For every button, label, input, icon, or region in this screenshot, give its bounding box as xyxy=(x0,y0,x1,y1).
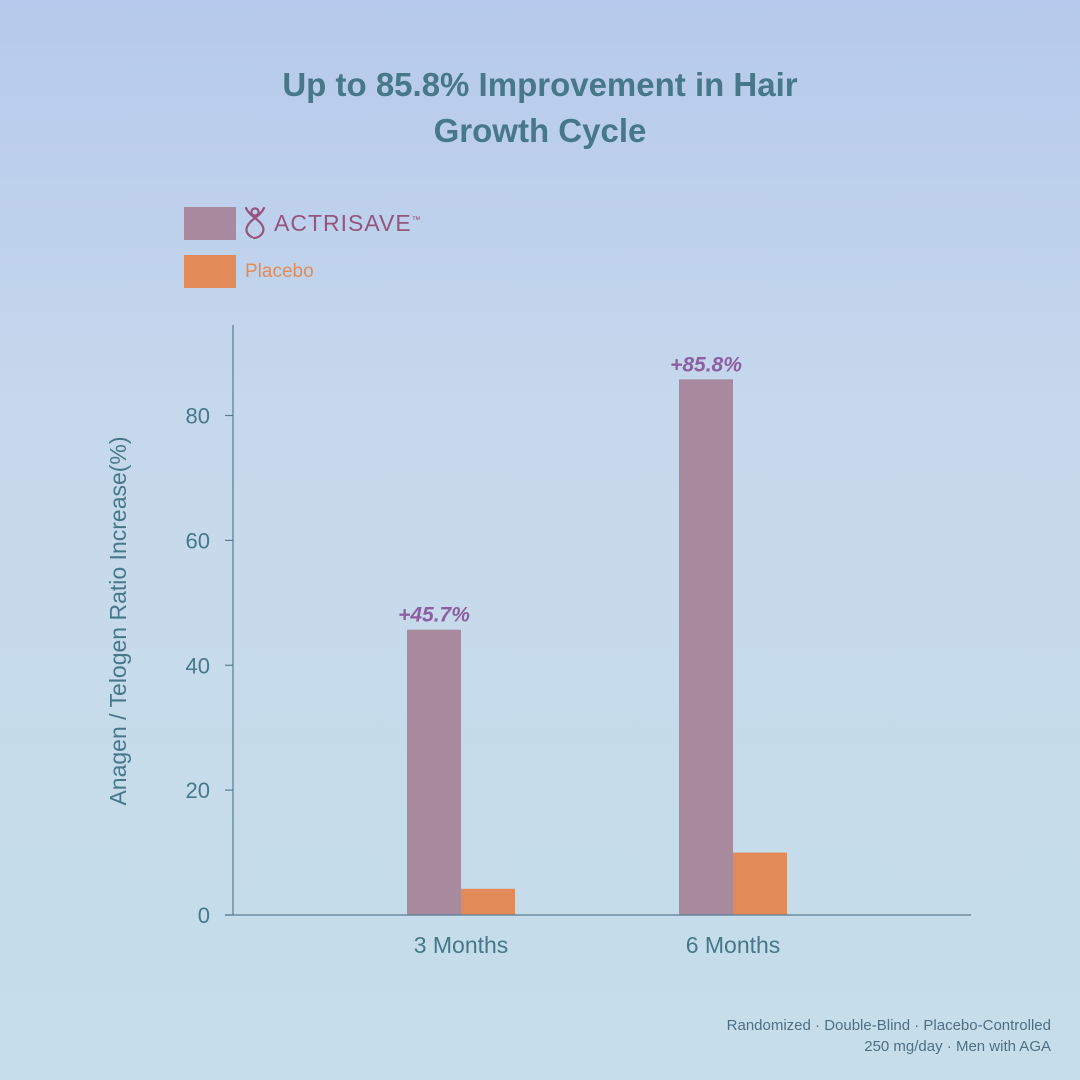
legend-item-actrisave: ACTRISAVE™ xyxy=(184,205,422,241)
legend-swatch-placebo xyxy=(184,255,236,288)
study-design-text: Randomized · Double-Blind · Placebo-Cont… xyxy=(726,1017,1051,1034)
y-tick-label: 80 xyxy=(186,404,210,429)
x-tick-label: 3 Months xyxy=(414,932,509,958)
bar-value-label: +85.8% xyxy=(670,353,742,376)
study-footnote: Randomized · Double-Blind · Placebo-Cont… xyxy=(727,1015,1051,1057)
bar-placebo xyxy=(461,888,515,915)
y-tick-label: 0 xyxy=(198,903,210,928)
dosage-text: 250 mg/day · Men with AGA xyxy=(864,1038,1051,1055)
legend-label-actrisave: ACTRISAVE™ xyxy=(274,209,422,236)
y-tick-label: 60 xyxy=(186,528,210,553)
y-axis-label: Anagen / Telogen Ratio Increase(%) xyxy=(105,436,131,805)
actrisave-logo-icon xyxy=(244,206,266,240)
bar-placebo xyxy=(733,852,787,915)
chart-title-line-1: Up to 85.8% Improvement in Hair xyxy=(282,66,798,103)
y-tick-label: 20 xyxy=(186,778,210,803)
y-tick-label: 40 xyxy=(186,653,210,678)
legend-label-placebo: Placebo xyxy=(245,260,314,282)
bar-actrisave xyxy=(679,379,733,915)
trademark-mark: ™ xyxy=(411,213,422,224)
bar-actrisave xyxy=(407,629,461,915)
chart-title: Up to 85.8% Improvement in Hair Growth C… xyxy=(0,62,1080,154)
legend-item-placebo: Placebo xyxy=(184,255,314,288)
chart-title-line-2: Growth Cycle xyxy=(433,112,647,149)
bar-value-label: +45.7% xyxy=(398,604,470,627)
legend-swatch-actrisave xyxy=(184,206,236,240)
x-tick-label: 6 Months xyxy=(686,932,781,958)
